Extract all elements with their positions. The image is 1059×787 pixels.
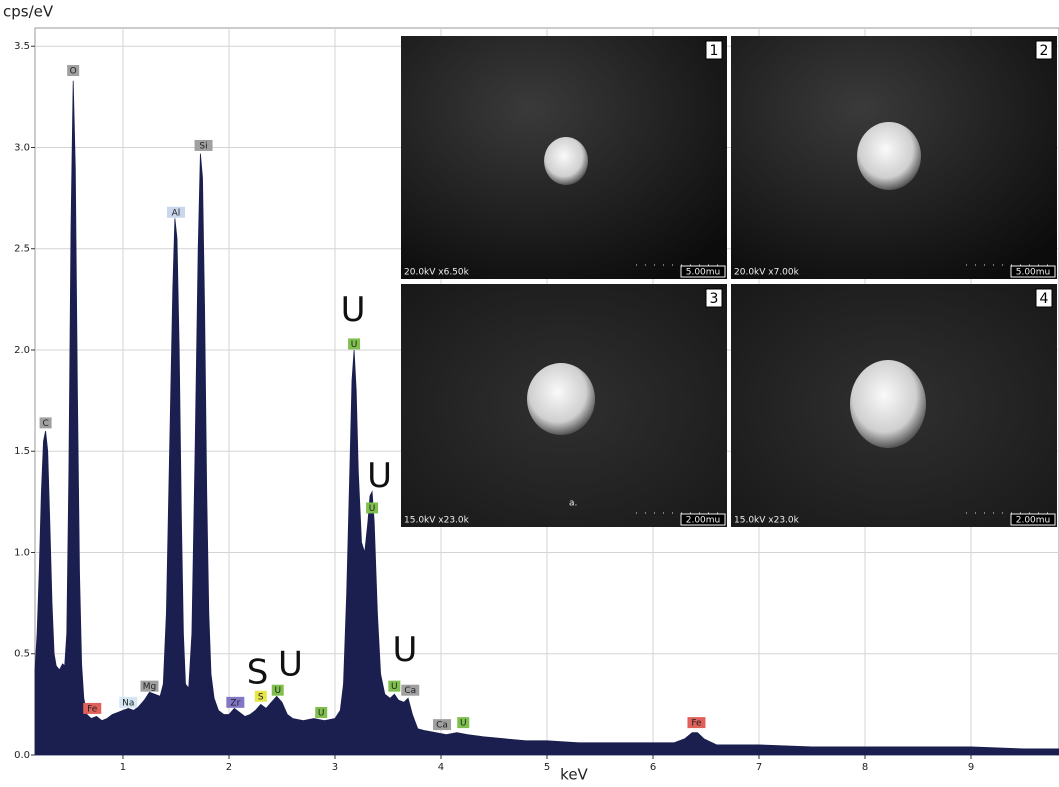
image-settings: 20.0kV x7.00k <box>734 268 800 278</box>
peak-label-box <box>366 502 379 514</box>
y-tick-label: 2.0 <box>14 345 30 356</box>
peak-label: Fe <box>87 704 98 714</box>
image-number: 4 <box>1040 291 1049 307</box>
peak-label-box <box>83 702 102 714</box>
particle <box>850 360 926 448</box>
image-settings: 20.0kV x6.50k <box>404 268 470 278</box>
peak-label: Ca <box>436 721 448 731</box>
element-annotation: U <box>393 630 418 670</box>
peak-label: Si <box>199 141 207 151</box>
x-tick-label: 5 <box>544 762 550 773</box>
scale-label: 2.00mu <box>686 516 721 526</box>
image-settings: 15.0kV x23.0k <box>734 516 800 526</box>
peak-label: Mg <box>143 682 156 692</box>
y-tick-label: 3.0 <box>14 142 30 153</box>
peak-label-box <box>226 696 245 708</box>
x-tick-label: 3 <box>332 762 338 773</box>
peak-label-box <box>166 206 185 218</box>
element-annotation: U <box>367 456 392 496</box>
element-annotation: U <box>278 644 303 684</box>
scale-label: 5.00mu <box>1016 268 1051 278</box>
peak-label-box <box>194 139 213 151</box>
scale-label: 5.00mu <box>686 268 721 278</box>
x-tick-label: 7 <box>756 762 762 773</box>
peak-label: U <box>274 686 281 696</box>
particle <box>527 363 595 435</box>
x-tick-label: 6 <box>650 762 656 773</box>
x-tick-label: 9 <box>968 762 974 773</box>
peak-label-box <box>140 680 159 692</box>
peak-label-box <box>315 706 328 718</box>
sem-image: 1 20.0kV x6.50k 5.00mu <box>401 36 727 279</box>
particle <box>857 122 921 190</box>
y-tick-label: 0.0 <box>14 750 30 761</box>
number-box <box>705 40 723 60</box>
x-tick-label: 4 <box>438 762 444 773</box>
scale-box <box>680 265 726 278</box>
peak-label: U <box>369 504 376 514</box>
peak-label: Al <box>172 208 181 218</box>
peak-label: U <box>318 708 325 718</box>
number-box <box>1035 288 1053 308</box>
x-tick-label: 1 <box>120 762 126 773</box>
peak-label: S <box>258 692 264 702</box>
peak-label: Fe <box>691 719 702 729</box>
peak-label: C <box>42 419 48 429</box>
peak-label: U <box>391 682 398 692</box>
y-tick-label: 3.5 <box>14 41 30 52</box>
peak-label-box <box>401 684 420 696</box>
scale-box <box>680 513 726 526</box>
peak-label-box <box>457 717 470 729</box>
number-box <box>1035 40 1053 60</box>
scale-label: 2.00mu <box>1016 516 1051 526</box>
peak-label-box <box>433 719 452 731</box>
particle <box>544 137 588 185</box>
element-annotation: S <box>247 652 269 692</box>
peak-label-box <box>271 684 284 696</box>
image-number: 3 <box>710 291 719 307</box>
x-axis-title: keV <box>560 766 588 784</box>
peak-label: U <box>351 340 358 350</box>
peak-label-box <box>388 680 401 692</box>
peak-label-box <box>67 65 80 77</box>
peak-label-box <box>348 338 361 350</box>
peak-label-box <box>119 696 138 708</box>
sem-image: 4 15.0kV x23.0k 2.00mu <box>731 284 1057 527</box>
peak-label: Ca <box>404 686 416 696</box>
element-annotation: U <box>341 290 366 330</box>
peak-label: O <box>70 67 77 77</box>
sem-image: 3 15.0kV x23.0k 2.00mu a. <box>401 284 727 527</box>
peak-label: U <box>460 719 467 729</box>
y-axis-title: cps/eV <box>3 3 54 21</box>
y-tick-label: 1.5 <box>14 446 30 457</box>
y-tick-label: 0.5 <box>14 649 30 660</box>
image-number: 2 <box>1040 43 1049 59</box>
sem-image: 2 20.0kV x7.00k 5.00mu <box>731 36 1057 279</box>
peak-label-box <box>39 417 52 429</box>
scale-box <box>1010 513 1056 526</box>
image-note: a. <box>569 499 577 509</box>
y-tick-label: 1.0 <box>14 547 30 558</box>
peak-label-box <box>687 717 706 729</box>
peak-label: Na <box>122 698 134 708</box>
x-tick-label: 2 <box>226 762 232 773</box>
x-tick-label: 8 <box>862 762 868 773</box>
scale-box <box>1010 265 1056 278</box>
number-box <box>705 288 723 308</box>
y-tick-label: 2.5 <box>14 244 30 255</box>
image-number: 1 <box>710 43 719 59</box>
insets: 1 20.0kV x6.50k 5.00mu 2 20.0kV x7.00k 5.00mu… <box>401 36 1057 527</box>
image-settings: 15.0kV x23.0k <box>404 516 470 526</box>
spectrum <box>34 80 1059 756</box>
peak-label-box <box>254 690 267 702</box>
peak-label: Zr <box>230 698 240 708</box>
